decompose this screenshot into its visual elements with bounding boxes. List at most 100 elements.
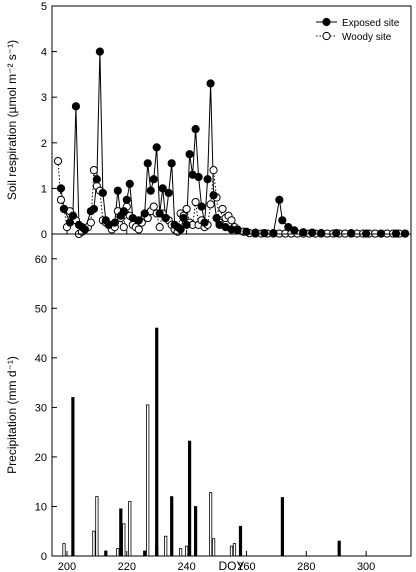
exposed-site-point bbox=[176, 225, 185, 234]
precipitation-bar-filled bbox=[155, 327, 159, 557]
precipitation-bar-open bbox=[211, 538, 216, 557]
exposed-site-point bbox=[92, 175, 101, 184]
precipitation-bar-open bbox=[208, 492, 213, 557]
exposed-site-point bbox=[65, 218, 75, 227]
x-tick-label: 200 bbox=[58, 561, 76, 572]
precipitation-bar-filled bbox=[143, 550, 147, 557]
top-y-axis-title: Soil respiration (µmol m⁻² s⁻¹) bbox=[5, 40, 19, 200]
exposed-site-point bbox=[317, 228, 326, 238]
legend-exposed-label: Exposed site bbox=[342, 18, 400, 29]
precipitation-bar-open bbox=[184, 545, 189, 557]
woody-site-point bbox=[182, 204, 191, 214]
woody-site-point bbox=[149, 202, 158, 211]
precipitation-bar-open bbox=[164, 535, 168, 557]
x-tick-label: 260 bbox=[237, 561, 255, 572]
exposed-site-point bbox=[194, 172, 203, 182]
precipitation-bar-open bbox=[229, 545, 234, 557]
exposed-site-point bbox=[95, 47, 104, 56]
exposed-site-point bbox=[269, 228, 278, 238]
soil-respiration-panel: 0 1 2 3 4 5 Exposed site Woody site Soil resp… bbox=[5, 1, 412, 241]
woody-site-point bbox=[56, 195, 66, 204]
precipitation-bar-filled bbox=[187, 440, 192, 557]
precipitation-bars bbox=[62, 327, 341, 557]
exposed-site-point bbox=[260, 228, 269, 238]
bottom-y-tick-label: 10 bbox=[35, 501, 47, 513]
precipitation-bar-filled bbox=[280, 497, 285, 557]
top-y-tick-label: 0 bbox=[41, 229, 47, 241]
x-tick-label: 280 bbox=[297, 561, 315, 572]
top-y-tick-label: 4 bbox=[41, 47, 47, 59]
precipitation-bar-open bbox=[178, 548, 183, 557]
exposed-site-point bbox=[275, 195, 284, 204]
top-y-tick-label: 1 bbox=[41, 183, 47, 195]
x-axis-title: DOY bbox=[218, 559, 244, 572]
exposed-site-point bbox=[113, 186, 122, 195]
precipitation-bar-open bbox=[62, 543, 66, 557]
exposed-site-point bbox=[80, 225, 90, 234]
precipitation-panel: 0 10 20 30 40 50 60 200 220 240 260 280 300 Precipi… bbox=[5, 230, 412, 572]
precipitation-bar-filled bbox=[193, 506, 198, 557]
precipitation-bar-open bbox=[122, 523, 126, 557]
precipitation-bar-filled bbox=[170, 496, 174, 557]
exposed-site-point bbox=[68, 211, 78, 220]
top-y-tick-label: 5 bbox=[41, 1, 47, 13]
woody-site-point bbox=[191, 197, 200, 207]
exposed-site-point bbox=[125, 179, 134, 188]
exposed-site-point bbox=[161, 213, 170, 223]
exposed-site-point bbox=[332, 228, 341, 238]
exposed-site-point bbox=[155, 209, 164, 218]
respiration-series bbox=[53, 47, 410, 239]
precipitation-bar-open bbox=[146, 404, 150, 557]
precipitation-bar-filled bbox=[104, 550, 108, 557]
exposed-site-point bbox=[71, 102, 81, 111]
woody-site-point bbox=[218, 204, 227, 214]
exposed-site-point bbox=[119, 207, 128, 216]
exposed-site-point bbox=[206, 79, 215, 88]
exposed-site-point bbox=[56, 184, 66, 193]
precipitation-bar-open bbox=[92, 530, 96, 557]
exposed-site-point bbox=[140, 209, 149, 218]
exposed-site-point bbox=[167, 159, 176, 168]
bottom-y-tick-label: 30 bbox=[35, 402, 47, 414]
bottom-y-tick-label: 50 bbox=[35, 303, 47, 315]
bottom-y-tick-label: 20 bbox=[35, 452, 47, 464]
exposed-site-point bbox=[347, 228, 356, 238]
bottom-plot-frame bbox=[51, 233, 412, 557]
exposed-site-point bbox=[143, 159, 152, 168]
exposed-site-point bbox=[233, 226, 242, 235]
legend-woody-label: Woody site bbox=[342, 32, 392, 43]
exposed-site-point bbox=[59, 204, 69, 214]
precipitation-bar-filled bbox=[238, 525, 243, 557]
exposed-site-point bbox=[182, 220, 191, 229]
x-tick-label: 240 bbox=[177, 561, 195, 572]
x-tick-label: 300 bbox=[357, 561, 375, 572]
woody-site-point bbox=[53, 156, 63, 166]
precipitation-bar-filled bbox=[337, 540, 341, 557]
exposed-site-point bbox=[110, 218, 119, 227]
bottom-y-axis: 0 10 20 30 40 50 60 bbox=[35, 254, 57, 563]
x-axis: 200 220 240 260 280 300 bbox=[58, 230, 375, 572]
exposed-site-point bbox=[158, 184, 167, 193]
woody-site-point bbox=[227, 216, 236, 225]
precipitation-bar-open bbox=[116, 548, 120, 557]
top-y-tick-label: 2 bbox=[41, 138, 47, 150]
exposed-site-point bbox=[251, 228, 260, 237]
woody-site-point bbox=[209, 166, 218, 175]
exposed-site-point bbox=[212, 213, 221, 223]
exposed-site-point bbox=[152, 143, 161, 152]
woody-site-point bbox=[119, 223, 128, 232]
bottom-y-tick-label: 40 bbox=[35, 353, 47, 365]
woody-site-point bbox=[206, 200, 215, 209]
bottom-y-tick-label: 60 bbox=[35, 254, 47, 266]
exposed-site-point bbox=[191, 125, 200, 134]
exposed-site-point bbox=[134, 216, 143, 225]
woody-site-point bbox=[155, 223, 164, 232]
bottom-y-tick-label: 0 bbox=[41, 551, 47, 563]
legend-woody-marker bbox=[322, 31, 331, 41]
woody-site-point bbox=[134, 225, 143, 234]
top-y-axis: 0 1 2 3 4 5 bbox=[41, 1, 57, 241]
exposed-site-point bbox=[185, 150, 194, 159]
top-y-tick-label: 3 bbox=[41, 92, 47, 104]
woody-site-point bbox=[86, 218, 95, 227]
